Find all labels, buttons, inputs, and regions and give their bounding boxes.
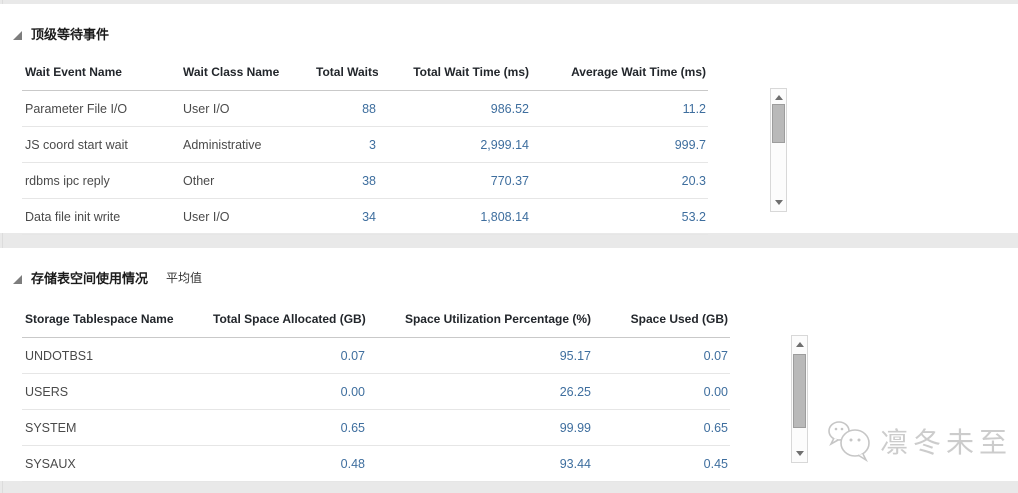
table-cell: 0.00 <box>593 373 730 410</box>
table-cell: Other <box>180 162 315 199</box>
table-cell: 34 <box>315 198 378 235</box>
scroll-down-button[interactable] <box>771 196 786 209</box>
table-cell: 0.07 <box>212 337 367 374</box>
table-cell: rdbms ipc reply <box>22 162 180 199</box>
table-cell: 0.45 <box>593 445 730 482</box>
table-cell: 0.65 <box>593 409 730 446</box>
column-header-total-wait-time-ms[interactable]: Total Wait Time (ms) <box>378 54 531 91</box>
panel-title: 顶级等待事件 <box>31 27 110 42</box>
table-cell: UNDOTBS1 <box>22 337 212 374</box>
table-cell: 20.3 <box>531 162 708 199</box>
arrow-down-icon <box>795 451 804 456</box>
table-cell: 38 <box>315 162 378 199</box>
scrollbar-thumb[interactable] <box>772 104 785 143</box>
vertical-scrollbar[interactable] <box>770 88 787 212</box>
table-cell: 770.37 <box>378 162 531 199</box>
panel-tablespace-usage: 存储表空间使用情况 平均值 Storage Tablespace Name Tot… <box>0 248 1018 482</box>
panel-subtitle: 平均值 <box>166 271 203 285</box>
table-cell: 99.99 <box>367 409 593 446</box>
panel-top-wait-events: 顶级等待事件 Wait Event Name Wait Class Name Tot… <box>0 4 1018 235</box>
table-cell: 53.2 <box>531 198 708 235</box>
table-cell: 26.25 <box>367 373 593 410</box>
tablespace-data-table: Storage Tablespace Name Total Space Alloc… <box>22 301 791 482</box>
scroll-up-button[interactable] <box>792 338 807 351</box>
scrollbar-thumb[interactable] <box>793 354 806 428</box>
column-header-total-waits[interactable]: Total Waits <box>315 54 378 91</box>
table-cell: 3 <box>315 126 378 163</box>
scroll-down-button[interactable] <box>792 447 807 460</box>
table-cell: SYSAUX <box>22 445 212 482</box>
arrow-down-icon <box>774 200 783 205</box>
left-border-rule <box>2 0 3 493</box>
table-cell: Administrative <box>180 126 315 163</box>
table-cell: SYSTEM <box>22 409 212 446</box>
table-row[interactable]: SYSAUX 0.48 93.44 0.45 <box>22 445 791 482</box>
collapse-triangle-icon[interactable] <box>12 272 23 284</box>
table-cell: 93.44 <box>367 445 593 482</box>
panel-header: 存储表空间使用情况 平均值 <box>12 268 202 287</box>
table-cell: 0.48 <box>212 445 367 482</box>
row-spacer <box>708 199 768 235</box>
table-cell: 2,999.14 <box>378 126 531 163</box>
row-spacer <box>730 446 791 482</box>
row-spacer <box>730 410 791 446</box>
table-cell: 0.65 <box>212 409 367 446</box>
row-spacer <box>708 163 768 199</box>
column-header-storage-tablespace-name[interactable]: Storage Tablespace Name <box>22 301 212 338</box>
table-cell: 986.52 <box>378 90 531 127</box>
column-header-wait-class-name[interactable]: Wait Class Name <box>180 54 315 91</box>
panel-header: 顶级等待事件 <box>12 24 127 43</box>
table-row[interactable]: JS coord start wait Administrative 3 2,999.… <box>22 126 768 163</box>
table-row[interactable]: Data file init write User I/O 34 1,808.14 53… <box>22 198 768 235</box>
table-cell: 1,808.14 <box>378 198 531 235</box>
column-header-space-used-gb[interactable]: Space Used (GB) <box>593 301 730 338</box>
scroll-up-button[interactable] <box>771 91 786 104</box>
table-cell: Data file init write <box>22 198 180 235</box>
wait-events-data-table: Wait Event Name Wait Class Name Total Wait… <box>22 54 768 235</box>
table-cell: User I/O <box>180 198 315 235</box>
table-cell: 11.2 <box>531 90 708 127</box>
arrow-up-icon <box>774 95 783 100</box>
collapse-triangle-icon[interactable] <box>12 28 23 40</box>
header-spacer <box>708 54 768 91</box>
table-cell: 0.00 <box>212 373 367 410</box>
table-row[interactable]: SYSTEM 0.65 99.99 0.65 <box>22 409 791 446</box>
row-spacer <box>730 374 791 410</box>
row-spacer <box>730 338 791 374</box>
panel-title: 存储表空间使用情况 <box>31 271 149 286</box>
table-cell: Parameter File I/O <box>22 90 180 127</box>
table-row[interactable]: Parameter File I/O User I/O 88 986.52 11.2 <box>22 90 768 127</box>
column-header-wait-event-name[interactable]: Wait Event Name <box>22 54 180 91</box>
table-cell: 0.07 <box>593 337 730 374</box>
header-spacer <box>730 301 791 338</box>
table-cell: 95.17 <box>367 337 593 374</box>
wait-events-table: Wait Event Name Wait Class Name Total Wait… <box>22 54 1018 235</box>
table-cell: 88 <box>315 90 378 127</box>
column-header-total-space-allocated-gb[interactable]: Total Space Allocated (GB) <box>212 301 367 338</box>
table-cell: 999.7 <box>531 126 708 163</box>
table-row[interactable]: rdbms ipc reply Other 38 770.37 20.3 <box>22 162 768 199</box>
table-cell: User I/O <box>180 90 315 127</box>
table-cell: JS coord start wait <box>22 126 180 163</box>
row-spacer <box>708 127 768 163</box>
arrow-up-icon <box>795 342 804 347</box>
column-header-space-utilization-percentage[interactable]: Space Utilization Percentage (%) <box>367 301 593 338</box>
table-cell: USERS <box>22 373 212 410</box>
column-header-average-wait-time-ms[interactable]: Average Wait Time (ms) <box>531 54 708 91</box>
tablespace-table: Storage Tablespace Name Total Space Alloc… <box>22 301 1018 482</box>
row-spacer <box>708 91 768 127</box>
table-row[interactable]: UNDOTBS1 0.07 95.17 0.07 <box>22 337 791 374</box>
table-row[interactable]: USERS 0.00 26.25 0.00 <box>22 373 791 410</box>
vertical-scrollbar[interactable] <box>791 335 808 463</box>
